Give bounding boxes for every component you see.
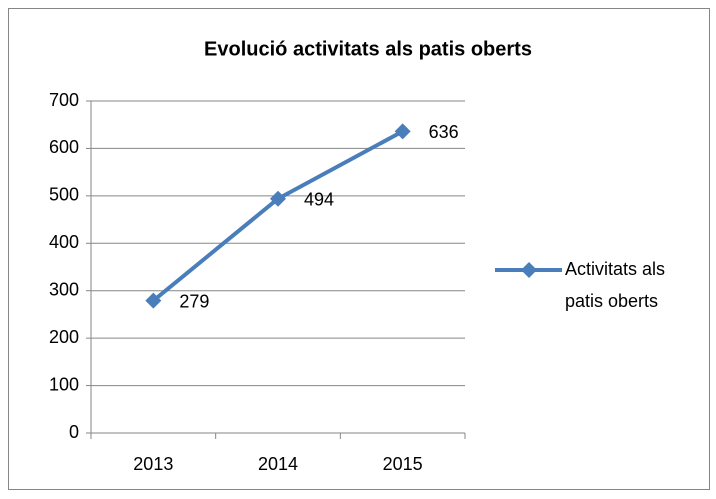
y-tick-label: 400 (49, 232, 79, 252)
y-tick-label: 600 (49, 137, 79, 157)
y-tick-label: 300 (49, 279, 79, 299)
y-tick-label: 200 (49, 327, 79, 347)
legend-marker (521, 262, 537, 278)
data-label: 636 (429, 122, 459, 142)
x-tick-label: 2013 (133, 454, 173, 474)
point-marker (270, 190, 286, 207)
y-tick-label: 0 (69, 422, 79, 442)
point-marker (394, 123, 411, 140)
y-tick-label: 100 (49, 374, 79, 394)
x-tick-label: 2014 (258, 454, 298, 474)
point-marker (145, 292, 162, 309)
data-label: 279 (179, 291, 209, 311)
legend-label-line: patis oberts (565, 291, 658, 311)
data-label: 494 (304, 189, 334, 209)
y-tick-label: 700 (49, 90, 79, 110)
legend-label: Activitats als patis oberts (565, 259, 665, 311)
chart-title: Evolució activitats als patis oberts (204, 38, 532, 60)
chart-border (8, 8, 710, 490)
x-tick-label: 2015 (383, 454, 423, 474)
legend-label-line: Activitats als (565, 259, 665, 279)
y-tick-label: 500 (49, 185, 79, 205)
